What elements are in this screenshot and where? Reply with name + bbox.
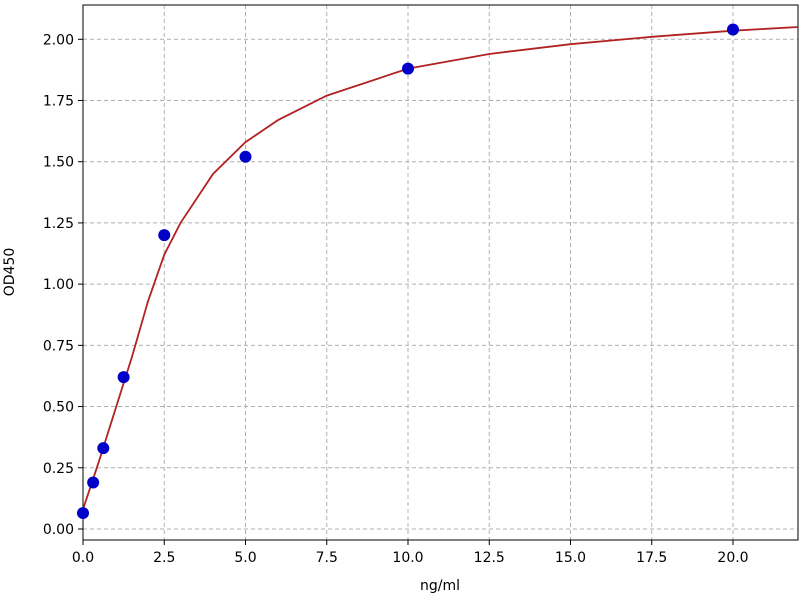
y-tick-label: 1.25 [43,216,74,232]
y-tick-label: 0.50 [43,400,74,416]
data-point [77,507,89,520]
y-tick-label: 2.00 [43,32,74,48]
data-point [727,23,739,36]
y-tick-label: 1.00 [43,277,74,293]
data-point [87,476,100,489]
data-point [158,229,171,242]
plot-frame [82,4,799,541]
x-tick-label: 10.0 [392,550,423,566]
x-tick-label: 2.5 [153,550,175,566]
y-tick-label: 1.50 [43,155,74,171]
y-tick-label: 0.75 [43,338,74,354]
x-tick-label: 20.0 [717,550,748,566]
data-point [239,150,252,163]
x-tick-label: 5.0 [234,550,256,566]
x-tick-label: 17.5 [636,550,667,566]
x-tick-label: 0.0 [72,550,94,566]
data-point [97,442,110,455]
y-tick-label: 1.75 [43,93,74,109]
x-tick-label: 12.5 [474,550,505,566]
x-axis-label: ng/ml [420,578,460,594]
x-tick-label: 7.5 [316,550,338,566]
fit-curve [82,26,799,510]
y-tick-label: 0.00 [43,522,74,538]
y-axis-label: OD450 [2,248,18,297]
data-point [402,62,414,75]
x-tick-label: 15.0 [555,550,586,566]
y-tick-label: 0.25 [43,461,74,477]
data-point [117,371,130,384]
